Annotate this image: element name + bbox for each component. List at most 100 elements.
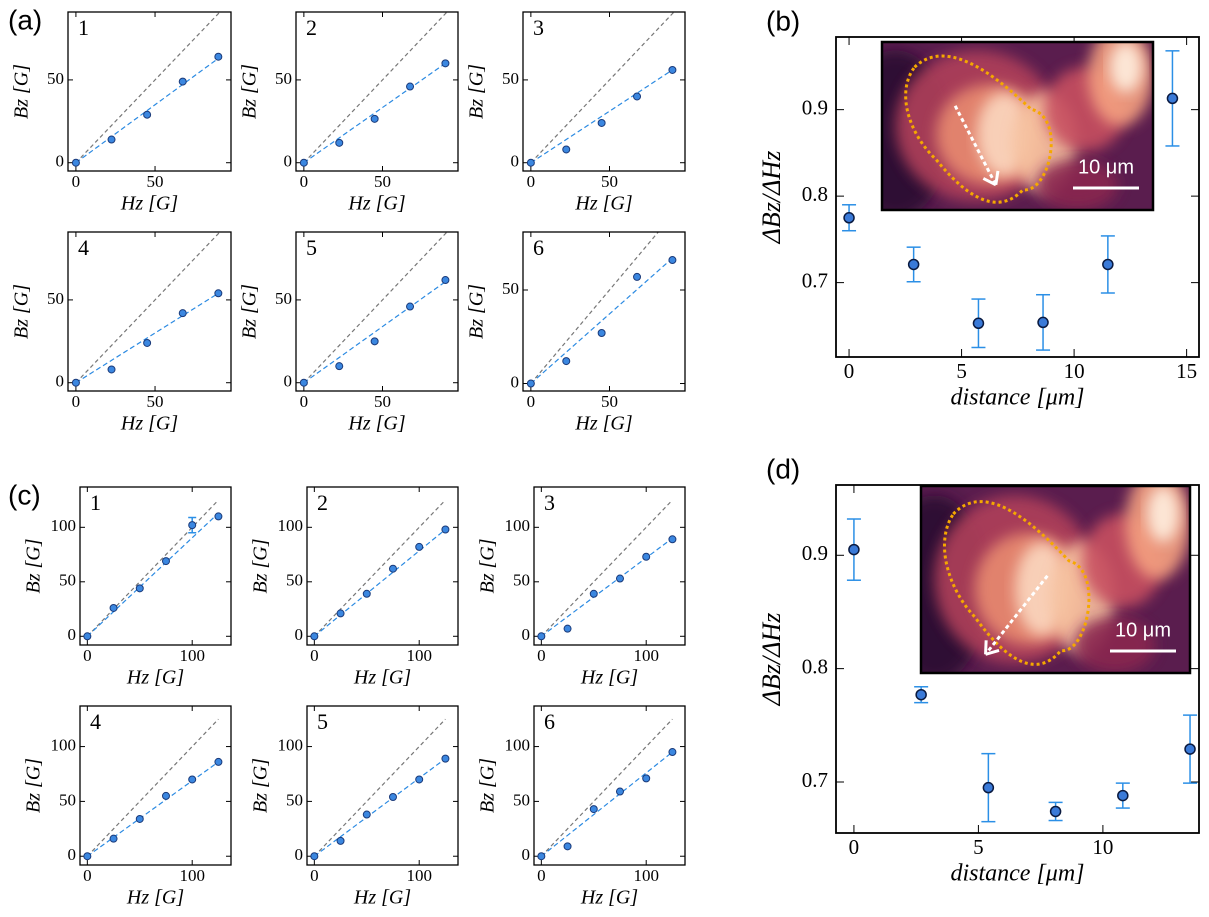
data-point bbox=[144, 339, 151, 346]
data-point bbox=[442, 277, 449, 284]
x-axis-label: Hz [G] bbox=[580, 667, 638, 689]
x-axis-label: Hz [G] bbox=[580, 887, 638, 909]
x-tick-label: 0 bbox=[310, 646, 319, 665]
x-tick-label: 0 bbox=[72, 172, 81, 191]
y-axis-label: Bz [G] bbox=[23, 538, 45, 593]
x-tick-label: 0 bbox=[527, 172, 536, 191]
x-tick-label: 100 bbox=[633, 646, 659, 665]
data-point bbox=[363, 811, 370, 818]
data-point bbox=[371, 338, 378, 345]
data-point bbox=[72, 159, 79, 166]
panel-label: (a) bbox=[8, 4, 42, 35]
y-tick-label: 100 bbox=[278, 516, 304, 535]
plot-frame bbox=[523, 232, 685, 391]
data-point bbox=[336, 139, 343, 146]
data-point bbox=[634, 273, 641, 280]
data-point bbox=[563, 146, 570, 153]
data-point bbox=[215, 758, 222, 765]
y-tick-label: 50 bbox=[47, 69, 64, 88]
data-point bbox=[563, 358, 570, 365]
x-tick-label: 5 bbox=[973, 835, 984, 859]
x-tick-label: 50 bbox=[601, 172, 618, 191]
inset-image: 10 μm bbox=[881, 467, 1190, 682]
y-tick-label: 100 bbox=[505, 735, 531, 754]
y-axis-label: Bz [G] bbox=[11, 64, 33, 119]
data-point bbox=[136, 585, 143, 592]
plot-frame bbox=[296, 232, 458, 391]
fit-line bbox=[531, 258, 673, 383]
data-point bbox=[407, 83, 414, 90]
y-tick-label: 0 bbox=[68, 845, 77, 864]
x-tick-label: 50 bbox=[374, 172, 391, 191]
x-tick-label: 15 bbox=[1176, 359, 1197, 383]
data-point bbox=[215, 290, 222, 297]
x-tick-label: 0 bbox=[83, 646, 92, 665]
y-axis-label: Bz [G] bbox=[250, 538, 272, 593]
data-point bbox=[1185, 744, 1195, 754]
panel-label: (c) bbox=[8, 479, 41, 510]
reference-line bbox=[541, 500, 672, 636]
data-point bbox=[634, 93, 641, 100]
subplot-number: 5 bbox=[317, 709, 328, 734]
fit-line bbox=[87, 762, 218, 856]
x-axis-label: Hz [G] bbox=[574, 193, 632, 215]
x-tick-label: 50 bbox=[601, 392, 618, 411]
y-tick-label: 100 bbox=[51, 735, 77, 754]
reference-line bbox=[541, 719, 672, 856]
reference-line bbox=[531, 232, 658, 384]
data-point bbox=[442, 526, 449, 533]
x-tick-label: 0 bbox=[537, 646, 546, 665]
data-point bbox=[300, 159, 307, 166]
fit-line bbox=[304, 282, 446, 383]
data-point bbox=[336, 363, 343, 370]
data-point bbox=[669, 257, 676, 264]
x-tick-label: 0 bbox=[527, 392, 536, 411]
data-point bbox=[616, 788, 623, 795]
data-point bbox=[973, 318, 983, 328]
y-axis-label: ΔBz/ΔHz bbox=[757, 613, 786, 707]
data-point bbox=[844, 213, 854, 223]
fit-line bbox=[314, 759, 445, 857]
y-tick-label: 0 bbox=[522, 845, 531, 864]
data-point bbox=[1118, 791, 1128, 801]
fit-line bbox=[76, 58, 218, 162]
data-point bbox=[590, 590, 597, 597]
y-tick-label: 50 bbox=[59, 571, 76, 590]
plot-frame bbox=[68, 232, 231, 391]
reference-line bbox=[304, 12, 447, 163]
x-tick-label: 100 bbox=[633, 866, 659, 885]
data-point bbox=[527, 380, 534, 387]
y-tick-label: 50 bbox=[513, 571, 530, 590]
subplot-number: 3 bbox=[544, 490, 555, 515]
y-tick-label: 50 bbox=[59, 790, 76, 809]
y-axis-label: Bz [G] bbox=[23, 758, 45, 813]
y-axis-label: Bz [G] bbox=[11, 284, 33, 339]
y-tick-label: 100 bbox=[51, 516, 77, 535]
fit-line bbox=[541, 752, 672, 856]
x-tick-label: 100 bbox=[406, 866, 432, 885]
data-point bbox=[643, 775, 650, 782]
y-tick-label: 0.8 bbox=[802, 654, 828, 678]
x-tick-label: 0 bbox=[72, 392, 81, 411]
x-tick-label: 5 bbox=[956, 359, 967, 383]
y-tick-label: 0 bbox=[295, 625, 304, 644]
y-tick-label: 100 bbox=[505, 516, 531, 535]
x-tick-label: 0 bbox=[310, 866, 319, 885]
x-tick-label: 0 bbox=[844, 359, 855, 383]
inset-image: 10 μm bbox=[841, 25, 1153, 218]
data-point bbox=[72, 379, 79, 386]
reference-line bbox=[87, 719, 218, 856]
data-point bbox=[909, 259, 919, 269]
data-point bbox=[527, 159, 534, 166]
data-point bbox=[442, 755, 449, 762]
data-point bbox=[916, 690, 926, 700]
data-point bbox=[108, 136, 115, 143]
x-tick-label: 100 bbox=[179, 646, 205, 665]
plot-frame bbox=[80, 487, 231, 645]
data-point bbox=[215, 53, 222, 60]
data-point bbox=[590, 806, 597, 813]
y-tick-label: 0 bbox=[511, 152, 520, 171]
subplot-number: 4 bbox=[90, 709, 101, 734]
data-point bbox=[538, 853, 545, 860]
y-axis-label: Bz [G] bbox=[239, 284, 261, 339]
